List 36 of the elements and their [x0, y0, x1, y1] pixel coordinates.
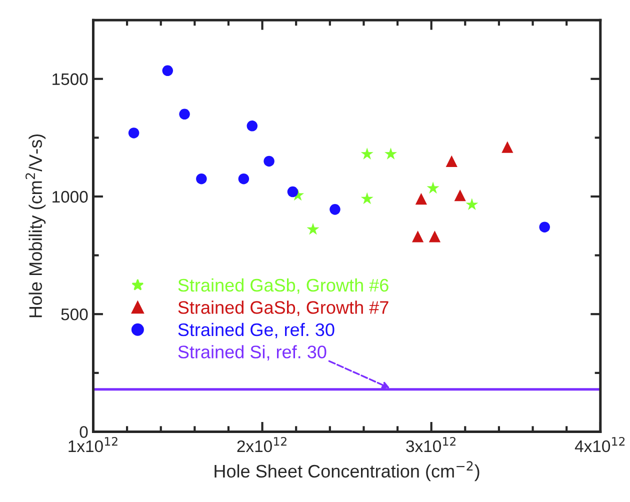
x-tick-label: 3x10$^{12}$ [406, 436, 456, 452]
point [287, 186, 298, 198]
point [306, 222, 320, 235]
y-tick-label: 500 [61, 308, 88, 320]
y-tick-label: 0 [80, 426, 88, 438]
x-tick-label: 1x10$^{12}$ [68, 436, 118, 452]
point [238, 173, 250, 184]
point [384, 148, 398, 160]
point [128, 128, 140, 138]
x-tick-label: 2x10$^{12}$ [237, 436, 286, 452]
point [426, 182, 440, 194]
point [196, 173, 207, 184]
point [264, 156, 274, 167]
point [428, 230, 441, 242]
legend-label: Strained GaSb, Growth #7 [178, 300, 388, 316]
x-tick-label: 4x10$^{12}$ [574, 436, 625, 452]
legend-label: Strained Ge, ref. 30 [178, 322, 334, 338]
y-tick-label: 1500 [52, 73, 88, 86]
legend-label: Strained GaSb, Growth #6 [178, 278, 388, 294]
point [415, 193, 428, 205]
point [502, 141, 514, 153]
series-label: Strained Si, ref. 30 [178, 345, 326, 361]
point [360, 192, 374, 204]
point [162, 65, 173, 76]
point [412, 230, 424, 242]
y-tick-label: 1000 [52, 190, 88, 203]
point [466, 198, 478, 210]
point [454, 190, 466, 202]
x-axis-title: Hole Sheet Concentration (cm$^{−2}$) [214, 461, 480, 482]
point [446, 155, 458, 168]
point [539, 222, 550, 232]
y-axis-title: Hole Mobility (cm$^{2}$/V-s) [26, 134, 46, 318]
point [330, 204, 340, 215]
point [179, 108, 190, 120]
point [246, 120, 258, 132]
point [360, 148, 374, 160]
